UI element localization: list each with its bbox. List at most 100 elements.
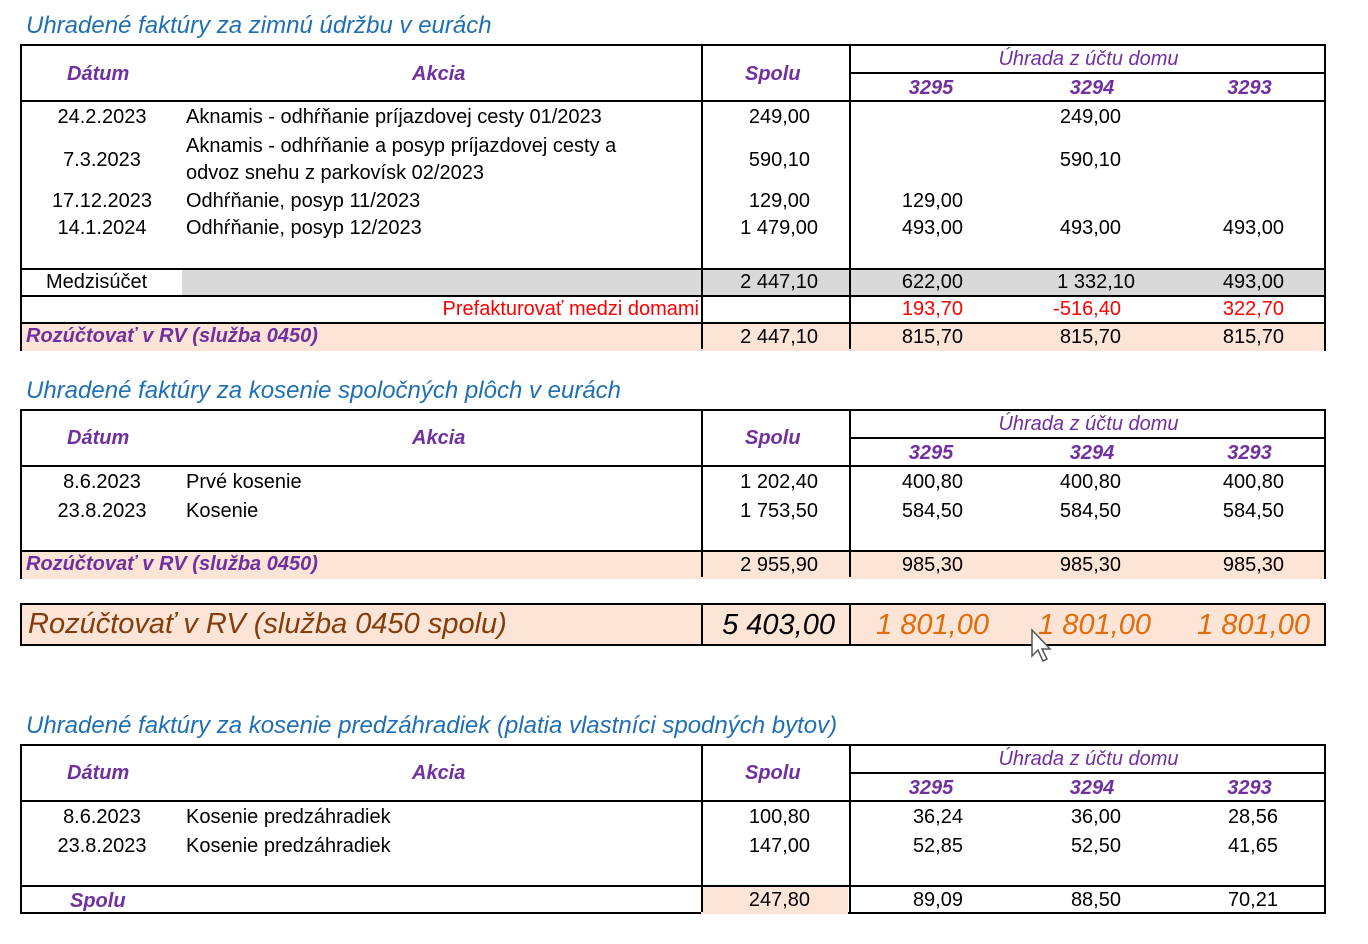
grand-total-row: Rozúčtovať v RV (služba 0450 spolu) 5 40… — [20, 603, 1326, 646]
row-datum: 7.3.2023 — [63, 149, 141, 171]
grand-total-3295: 1 801,00 — [876, 609, 989, 641]
spolu-label: Spolu — [70, 890, 126, 912]
allocate-spolu: 2 955,90 — [740, 554, 818, 576]
row-akcia: Odhŕňanie, posyp 11/2023 — [186, 190, 421, 212]
subtotal-3294: 1 332,10 — [1057, 271, 1135, 293]
header-datum: Dátum — [67, 63, 130, 85]
header-spolu: Spolu — [745, 63, 801, 85]
row-akcia: Kosenie predzáhradiek — [186, 806, 391, 828]
winter-maintenance-table: Dátum Akcia Spolu Úhrada z účtu domu 329… — [20, 44, 1326, 351]
row-3294: 584,50 — [1059, 500, 1121, 522]
allocate-3293: 985,30 — [1222, 554, 1284, 576]
section1-title: Uhradené faktúry za zimnú údržbu v eurác… — [26, 12, 492, 39]
row-3294: 590,10 — [1059, 149, 1121, 171]
row-akcia: Odhŕňanie, posyp 12/2023 — [186, 217, 422, 239]
header-3295: 3295 — [908, 442, 954, 464]
grand-total-label: Rozúčtovať v RV (služba 0450 spolu) — [28, 608, 507, 640]
row-akcia: Kosenie predzáhradiek — [186, 835, 391, 857]
row-spolu: 1 753,50 — [740, 500, 818, 522]
rebill-label: Prefakturovať medzi domami — [442, 298, 699, 320]
row-spolu: 147,00 — [748, 835, 810, 857]
header-uhrada: Úhrada z účtu domu — [998, 48, 1179, 70]
allocate-label: Rozúčtovať v RV (služba 0450) — [26, 325, 318, 347]
row-spolu: 129,00 — [748, 190, 810, 212]
allocate-3294: 815,70 — [1059, 326, 1121, 348]
header-3294: 3294 — [1069, 777, 1115, 799]
header-3293: 3293 — [1227, 777, 1272, 799]
row-3293: 493,00 — [1222, 217, 1284, 239]
spolu-total: 247,80 — [748, 889, 810, 911]
rebill-3295: 193,70 — [901, 298, 963, 320]
row-3293: 584,50 — [1222, 500, 1284, 522]
header-3294: 3294 — [1069, 77, 1115, 99]
row-datum: 23.8.2023 — [57, 500, 147, 522]
allocate-spolu: 2 447,10 — [740, 326, 818, 348]
row-akcia-line2: odvoz snehu z parkovísk 02/2023 — [186, 162, 484, 184]
header-spolu: Spolu — [745, 762, 801, 784]
subtotal-label: Medzisúčet — [46, 271, 148, 293]
row-spolu: 100,80 — [748, 806, 810, 828]
header-spolu: Spolu — [745, 427, 801, 449]
row-3293: 41,65 — [1227, 835, 1278, 857]
header-uhrada: Úhrada z účtu domu — [998, 413, 1179, 435]
row-datum: 24.2.2023 — [57, 106, 147, 128]
summary-band — [22, 551, 1324, 579]
row-akcia: Prvé kosenie — [186, 471, 302, 493]
allocate-3295: 815,70 — [901, 326, 963, 348]
allocate-3295: 985,30 — [901, 554, 963, 576]
rebill-3293: 322,70 — [1222, 298, 1284, 320]
allocate-3294: 985,30 — [1059, 554, 1121, 576]
row-datum: 8.6.2023 — [63, 806, 141, 828]
header-akcia: Akcia — [412, 427, 466, 449]
rebill-3294: -516,40 — [1053, 298, 1121, 320]
row-spolu: 590,10 — [748, 149, 810, 171]
row-datum: 8.6.2023 — [63, 471, 141, 493]
header-datum: Dátum — [67, 762, 130, 784]
row-3293: 400,80 — [1222, 471, 1284, 493]
row-3295: 493,00 — [901, 217, 963, 239]
spolu-3295: 89,09 — [912, 889, 963, 911]
section2-title: Uhradené faktúry za kosenie spoločných p… — [26, 377, 622, 404]
row-3295: 52,85 — [912, 835, 963, 857]
row-3294: 493,00 — [1059, 217, 1121, 239]
row-3295: 584,50 — [901, 500, 963, 522]
header-3295: 3295 — [908, 77, 954, 99]
spolu-3293: 70,21 — [1227, 889, 1278, 911]
row-akcia: Aknamis - odhŕňanie príjazdovej cesty 01… — [186, 106, 602, 128]
header-akcia: Akcia — [412, 63, 466, 85]
row-3294: 249,00 — [1059, 106, 1121, 128]
subtotal-band — [182, 269, 1324, 295]
subtotal-3295: 622,00 — [901, 271, 963, 293]
row-3294: 400,80 — [1059, 471, 1121, 493]
header-3293: 3293 — [1227, 77, 1272, 99]
front-garden-table: Dátum Akcia Spolu Úhrada z účtu domu 329… — [20, 744, 1326, 914]
header-3294: 3294 — [1069, 442, 1115, 464]
row-akcia: Kosenie — [186, 500, 259, 522]
row-datum: 14.1.2024 — [57, 217, 147, 239]
subtotal-spolu: 2 447,10 — [740, 271, 818, 293]
spolu-3294: 88,50 — [1070, 889, 1121, 911]
mouse-pointer-icon — [1031, 628, 1052, 663]
row-datum: 17.12.2023 — [51, 190, 153, 212]
allocate-3293: 815,70 — [1222, 326, 1284, 348]
row-3294: 36,00 — [1070, 806, 1121, 828]
header-3293: 3293 — [1227, 442, 1272, 464]
header-akcia: Akcia — [412, 762, 466, 784]
row-spolu: 249,00 — [748, 106, 810, 128]
header-3295: 3295 — [908, 777, 954, 799]
row-spolu: 1 479,00 — [740, 217, 818, 239]
row-3295: 400,80 — [901, 471, 963, 493]
row-spolu: 1 202,40 — [740, 471, 818, 493]
spolu-band — [701, 886, 848, 914]
row-datum: 23.8.2023 — [57, 835, 147, 857]
row-3294: 52,50 — [1070, 835, 1121, 857]
row-3295: 129,00 — [901, 190, 963, 212]
grand-total-3294: 1 801,00 — [1038, 609, 1151, 641]
allocate-label: Rozúčtovať v RV (služba 0450) — [26, 553, 318, 575]
row-akcia-line1: Aknamis - odhŕňanie a posyp príjazdovej … — [186, 135, 617, 157]
grand-total-spolu: 5 403,00 — [722, 609, 835, 641]
subtotal-3293: 493,00 — [1222, 271, 1284, 293]
row-3295: 36,24 — [912, 806, 963, 828]
row-3293: 28,56 — [1227, 806, 1278, 828]
mowing-table: Dátum Akcia Spolu Úhrada z účtu domu 329… — [20, 409, 1326, 579]
